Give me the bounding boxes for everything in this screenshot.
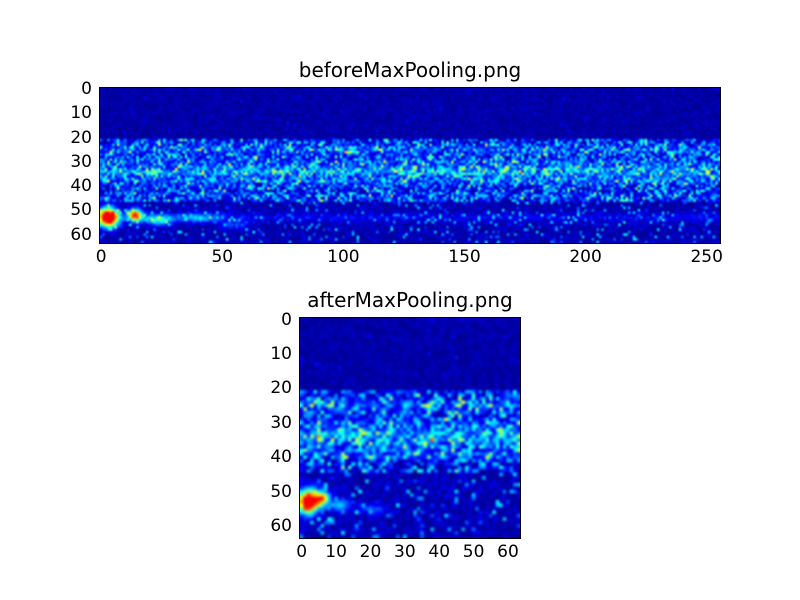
x-tick-label: 60 bbox=[497, 542, 519, 562]
plot-title-before: beforeMaxPooling.png bbox=[298, 58, 522, 82]
heatmap-image-after bbox=[300, 318, 520, 538]
y-tick-label: 50 bbox=[70, 200, 92, 221]
x-tick-label: 50 bbox=[211, 247, 234, 267]
x-tick-label: 50 bbox=[462, 542, 485, 562]
x-tick-label: 20 bbox=[359, 542, 382, 562]
y-tick-label: 40 bbox=[270, 447, 292, 468]
plot-title-after: afterMaxPooling.png bbox=[307, 288, 513, 312]
y-tick-label: 0 bbox=[81, 79, 92, 100]
heatmap-image-before bbox=[100, 88, 720, 243]
x-tick-label: 200 bbox=[569, 247, 602, 267]
y-tick-label: 10 bbox=[270, 344, 292, 365]
x-tick-label: 40 bbox=[428, 542, 451, 562]
y-tick-label: 50 bbox=[270, 481, 292, 502]
y-tick-label: 10 bbox=[70, 103, 92, 124]
y-tick-label: 30 bbox=[270, 412, 292, 433]
y-tick-label: 30 bbox=[70, 151, 92, 172]
axes-frame-before bbox=[99, 87, 721, 244]
y-tick-label: 0 bbox=[281, 309, 292, 330]
x-tick-label: 0 bbox=[95, 247, 107, 267]
x-tick-label: 30 bbox=[394, 542, 416, 562]
y-tick-label: 20 bbox=[270, 378, 292, 399]
x-tick-label: 250 bbox=[690, 247, 723, 267]
y-tick-label: 60 bbox=[270, 515, 292, 536]
x-tick-label: 10 bbox=[325, 542, 347, 562]
x-tick-label: 150 bbox=[448, 247, 481, 267]
y-tick-label: 40 bbox=[70, 176, 92, 197]
x-tick-label: 0 bbox=[296, 542, 308, 562]
y-tick-label: 60 bbox=[70, 224, 92, 245]
axes-frame-after bbox=[299, 317, 521, 539]
x-tick-label: 100 bbox=[327, 247, 360, 267]
y-tick-label: 20 bbox=[70, 127, 92, 148]
